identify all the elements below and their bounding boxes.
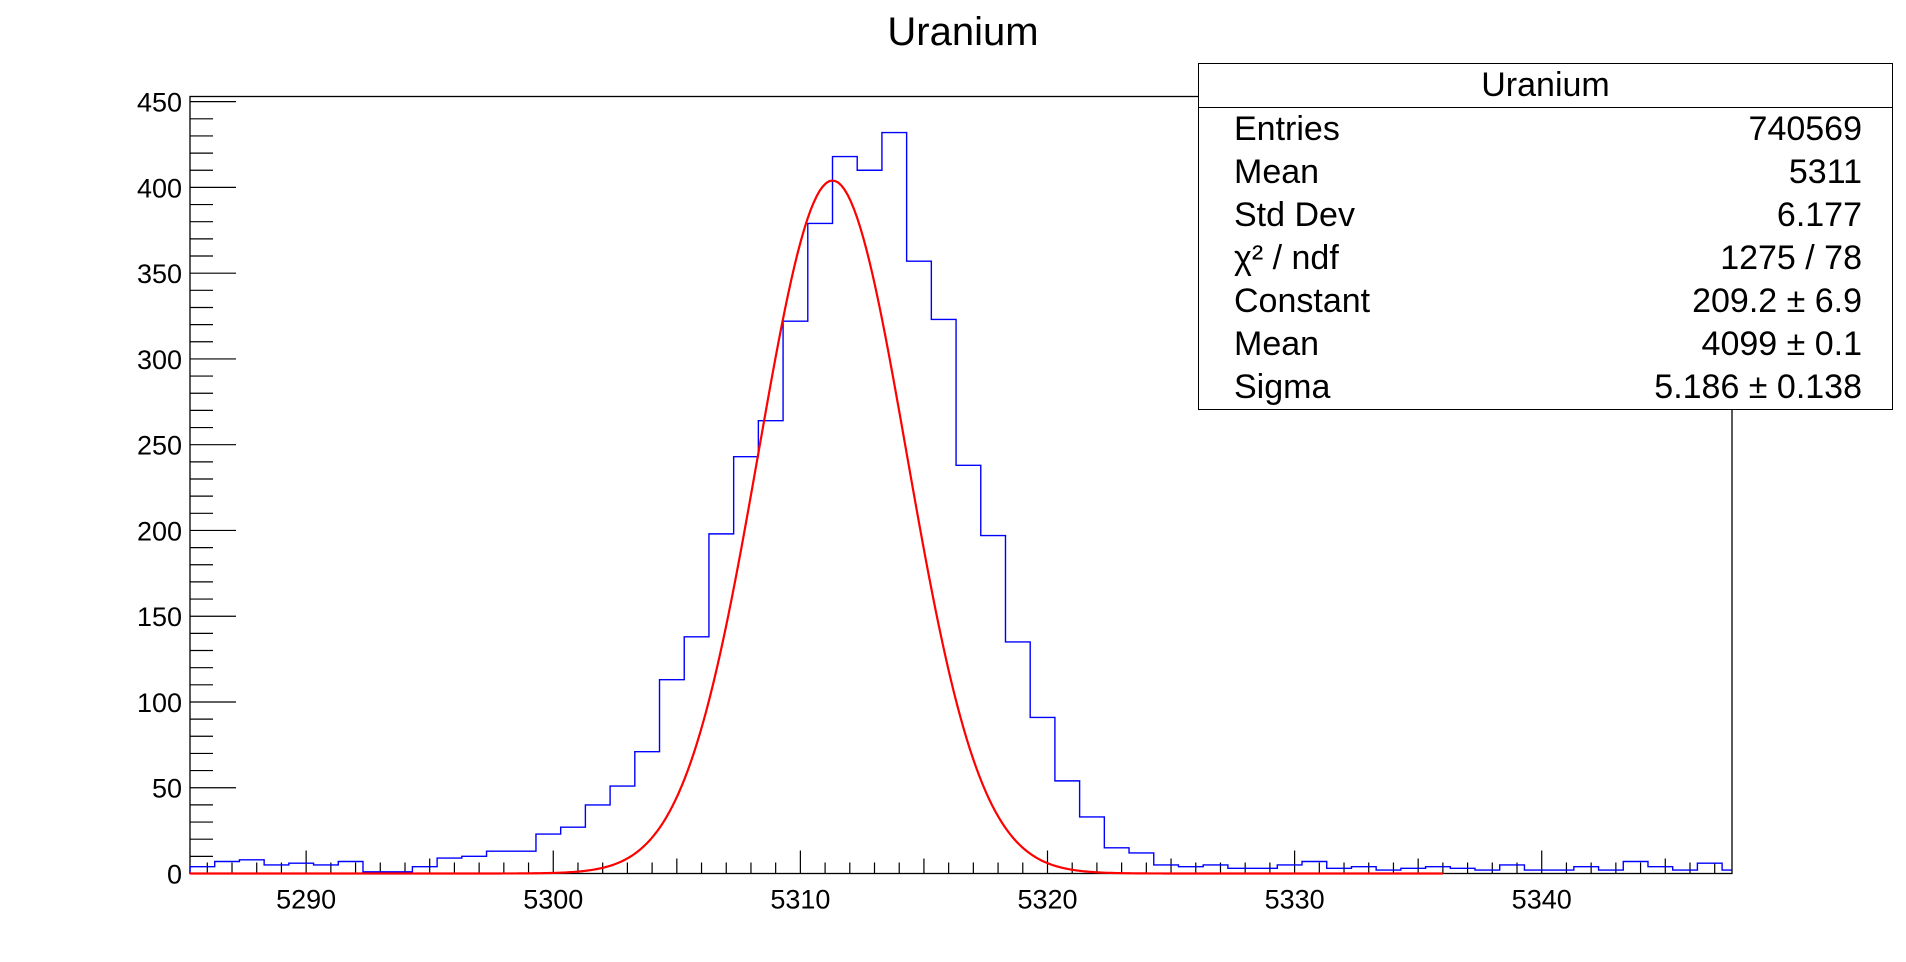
stats-row-fit-mean: Mean 4099 ± 0.1 [1199, 323, 1892, 366]
stats-value: 5.186 ± 0.138 [1654, 368, 1862, 406]
y-tick-label: 50 [152, 774, 182, 804]
histogram-series [189, 131, 1732, 874]
stats-row-std-dev: Std Dev 6.177 [1199, 194, 1892, 237]
stats-label: Constant [1234, 282, 1371, 320]
y-tick-label: 300 [137, 345, 182, 375]
stats-value: 4099 ± 0.1 [1701, 325, 1862, 363]
stats-row-mean: Mean 5311 [1199, 151, 1892, 194]
stats-label: Mean [1234, 325, 1320, 363]
stats-title: Uranium [1199, 64, 1892, 108]
plot-frame [189, 95, 1733, 875]
stats-value: 740569 [1748, 110, 1862, 148]
axes: 0 50 100 150 200 250 300 350 400 450 5290 5300 5310 5… [137, 88, 1716, 915]
chart-title: Uranium [887, 10, 1038, 54]
x-tick-label: 5300 [523, 885, 583, 915]
y-tick-label: 100 [137, 688, 182, 718]
y-tick-label: 0 [167, 860, 182, 890]
y-tick-label: 150 [137, 602, 182, 632]
x-tick-label: 5290 [276, 885, 336, 915]
stats-value: 5311 [1788, 153, 1862, 191]
stats-row-chi2-ndf: χ² / ndf 1275 / 78 [1199, 237, 1892, 280]
gaussian-fit-curve [190, 179, 1443, 875]
y-tick-label: 400 [137, 173, 182, 203]
stats-value: 1275 / 78 [1720, 239, 1862, 277]
stats-label: χ² / ndf [1234, 239, 1339, 277]
stats-label: Entries [1234, 110, 1340, 148]
stats-value: 6.177 [1776, 196, 1862, 234]
stats-row-constant: Constant 209.2 ± 6.9 [1199, 280, 1892, 323]
stats-box: Uranium Entries 740569 Mean 5311 Std Dev… [1198, 63, 1893, 410]
stats-label: Std Dev [1234, 196, 1355, 234]
x-tick-label: 5310 [770, 885, 830, 915]
stats-row-entries: Entries 740569 [1199, 108, 1892, 151]
stats-row-sigma: Sigma 5.186 ± 0.138 [1199, 366, 1892, 409]
x-tick-label: 5340 [1512, 885, 1572, 915]
x-tick-label: 5320 [1017, 885, 1077, 915]
y-tick-label: 450 [137, 88, 182, 118]
y-tick-label: 250 [137, 431, 182, 461]
stats-label: Mean [1234, 153, 1320, 191]
y-tick-label: 200 [137, 516, 182, 546]
y-tick-label: 350 [137, 259, 182, 289]
stats-label: Sigma [1234, 368, 1331, 406]
stats-value: 209.2 ± 6.9 [1692, 282, 1862, 320]
x-tick-label: 5330 [1265, 885, 1325, 915]
